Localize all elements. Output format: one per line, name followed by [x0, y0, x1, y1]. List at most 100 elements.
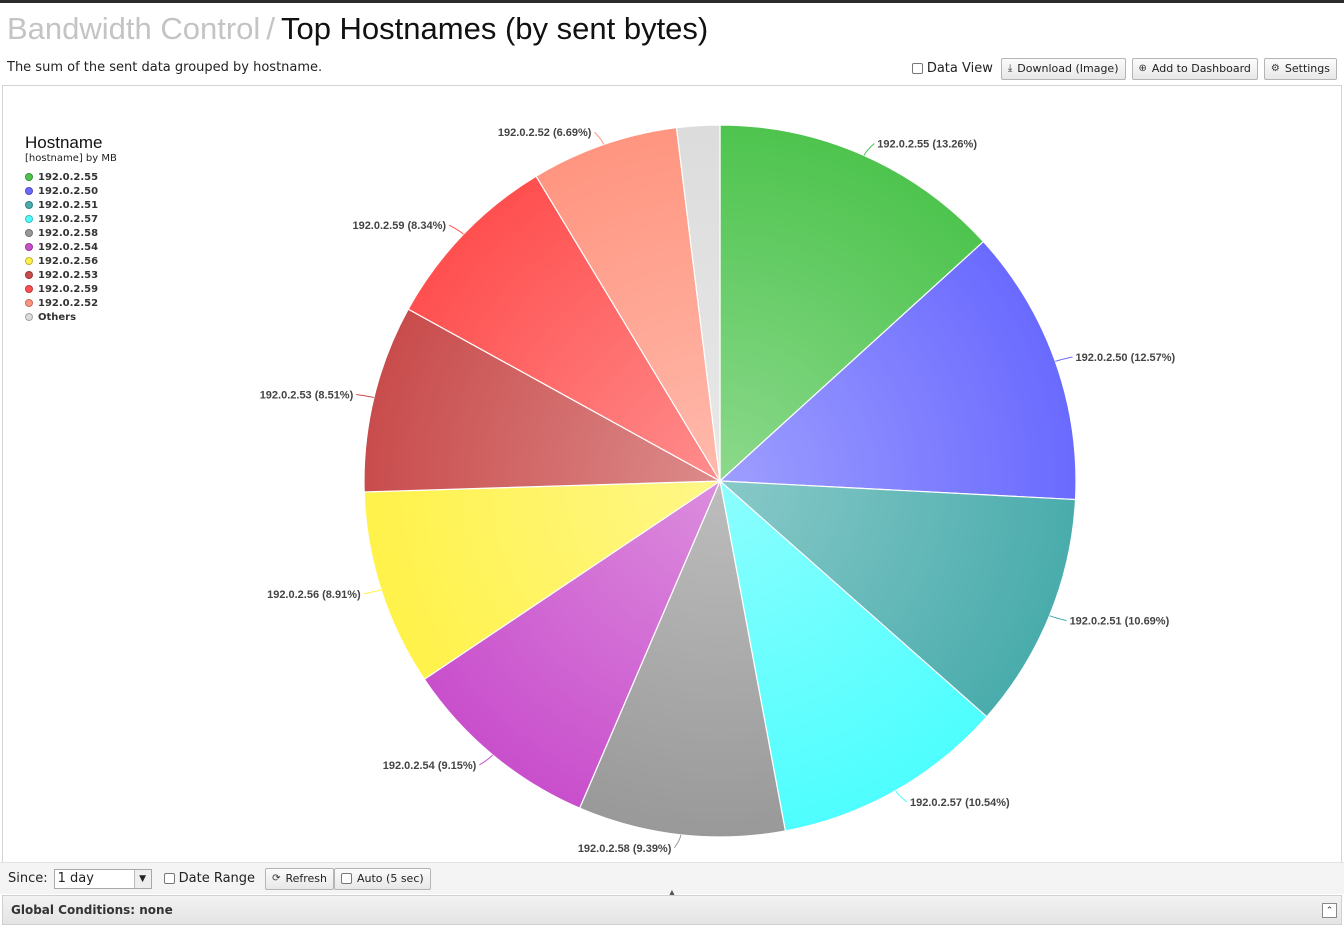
pie-slice[interactable]	[578, 478, 787, 838]
auto-refresh-button[interactable]: Auto (5 sec)	[334, 867, 431, 890]
page-title: Bandwidth Control / Top Hostnames (by sent…	[7, 9, 708, 49]
legend-swatch	[25, 299, 33, 307]
chevron-down-icon: ▼	[133, 869, 151, 888]
legend-swatch	[25, 229, 33, 237]
date-range-toggle[interactable]: Date Range	[163, 871, 256, 886]
pie-label-connector	[448, 224, 464, 235]
legend-item[interactable]: 192.0.2.52	[25, 296, 117, 310]
chart-legend: Hostname [hostname] by MB 192.0.2.55 192.…	[25, 133, 117, 324]
plus-circle-icon: ⊕	[1138, 63, 1147, 74]
refresh-icon: ⟳	[272, 873, 281, 884]
refresh-button[interactable]: ⟳ Refresh	[265, 867, 334, 890]
add-to-dashboard-button[interactable]: ⊕ Add to Dashboard	[1131, 57, 1258, 80]
page-description: The sum of the sent data grouped by host…	[7, 60, 323, 75]
pie-slice[interactable]	[363, 480, 723, 681]
legend-title: Hostname	[25, 133, 103, 152]
pie-chart: 192.0.2.55 (13.26%) 192.0.2.50 (12.57%) 19…	[260, 124, 1176, 855]
legend-item[interactable]: Others	[25, 310, 117, 324]
legend-item[interactable]: 192.0.2.50	[25, 184, 117, 198]
legend-label: 192.0.2.57	[38, 213, 99, 225]
pie-label-connector	[356, 394, 375, 399]
download-image-button[interactable]: ⤓ Download (Image)	[1000, 57, 1126, 80]
pie-slice[interactable]	[675, 124, 721, 482]
breadcrumb[interactable]: Bandwidth Control	[7, 11, 261, 46]
pie-label-connector	[895, 790, 908, 803]
legend-swatch	[25, 313, 33, 321]
pie-label-connector	[1055, 356, 1073, 362]
chart-toolbar: Data View ⤓ Download (Image) ⊕ Add to Da…	[911, 57, 1337, 80]
gear-icon: ⚙	[1270, 63, 1280, 74]
pie-slice-label: 192.0.2.51 (10.69%)	[1070, 616, 1170, 628]
legend-item[interactable]: 192.0.2.58	[25, 226, 117, 240]
legend-label: 192.0.2.56	[38, 255, 99, 267]
pie-slice-label: 192.0.2.53 (8.51%)	[260, 390, 354, 402]
since-select[interactable]: 1 day ▼	[53, 868, 152, 889]
pie-slice[interactable]	[363, 308, 723, 493]
pie-label-connector	[863, 143, 875, 156]
pie-slice-label: 192.0.2.55 (13.26%)	[877, 139, 977, 151]
data-view-checkbox[interactable]	[911, 63, 923, 74]
pie-label-connector	[673, 834, 682, 849]
page-heading: Top Hostnames (by sent bytes)	[280, 11, 709, 46]
legend-item[interactable]: 192.0.2.56	[25, 254, 117, 268]
pie-slice-label: 192.0.2.59 (8.34%)	[352, 220, 446, 232]
breadcrumb-separator: /	[266, 11, 275, 46]
auto-refresh-label: Auto (5 sec)	[357, 872, 424, 885]
data-view-toggle[interactable]: Data View	[911, 61, 993, 76]
legend-label: 192.0.2.51	[38, 199, 99, 211]
pie-slice[interactable]	[719, 124, 985, 483]
legend-swatch	[25, 271, 33, 279]
global-conditions-bar[interactable]: Global Conditions: none ⌃	[2, 895, 1342, 925]
pie-slice-label: 192.0.2.52 (6.69%)	[498, 127, 592, 139]
date-range-label: Date Range	[178, 871, 256, 886]
legend-label: 192.0.2.53	[38, 269, 99, 281]
legend-items: 192.0.2.55 192.0.2.50 192.0.2.51 192.0.2.57…	[25, 170, 117, 324]
pie-slice[interactable]	[719, 479, 988, 832]
since-value: 1 day	[57, 871, 94, 886]
add-dashboard-label: Add to Dashboard	[1151, 62, 1251, 75]
legend-item[interactable]: 192.0.2.51	[25, 198, 117, 212]
legend-item[interactable]: 192.0.2.53	[25, 268, 117, 282]
legend-item[interactable]: 192.0.2.57	[25, 212, 117, 226]
pie-label-connector	[594, 131, 605, 145]
date-range-checkbox[interactable]	[163, 873, 175, 884]
settings-label: Settings	[1284, 62, 1330, 75]
legend-subtitle: [hostname] by MB	[25, 153, 117, 164]
legend-label: 192.0.2.54	[38, 241, 99, 253]
legend-swatch	[25, 173, 33, 181]
legend-label: 192.0.2.50	[38, 185, 99, 197]
legend-label: Others	[38, 311, 77, 323]
pie-label-connector	[479, 754, 494, 766]
data-view-label: Data View	[926, 61, 993, 76]
pie-slice-label: 192.0.2.56 (8.91%)	[267, 589, 361, 601]
legend-swatch	[25, 257, 33, 265]
pie-slice-label: 192.0.2.57 (10.54%)	[910, 797, 1010, 809]
legend-swatch	[25, 201, 33, 209]
legend-item[interactable]: 192.0.2.54	[25, 240, 117, 254]
download-icon: ⤓	[1007, 63, 1013, 74]
legend-item[interactable]: 192.0.2.55	[25, 170, 117, 184]
chart-panel: Hostname [hostname] by MB 192.0.2.55 192.…	[2, 85, 1342, 862]
legend-label: 192.0.2.52	[38, 297, 99, 309]
pie-slice-label: 192.0.2.50 (12.57%)	[1076, 352, 1176, 364]
auto-refresh-checkbox[interactable]	[341, 873, 352, 884]
legend-label: 192.0.2.58	[38, 227, 99, 239]
pie-label-connector	[1049, 615, 1067, 622]
settings-button[interactable]: ⚙ Settings	[1263, 57, 1337, 80]
since-label: Since:	[8, 871, 48, 886]
time-controls: Since: 1 day ▼ Date Range ⟳ Refresh Auto…	[0, 862, 1344, 894]
collapse-icon[interactable]: ⌃	[1322, 903, 1337, 918]
refresh-label: Refresh	[285, 872, 327, 885]
global-conditions-label: Global Conditions: none	[11, 903, 173, 917]
pie-label-connector	[363, 589, 382, 595]
legend-label: 192.0.2.55	[38, 171, 99, 183]
legend-swatch	[25, 243, 33, 251]
resize-grip-icon[interactable]: ▲	[668, 888, 676, 897]
legend-swatch	[25, 285, 33, 293]
pie-slice[interactable]	[407, 175, 722, 483]
legend-swatch	[25, 215, 33, 223]
download-label: Download (Image)	[1017, 62, 1119, 75]
legend-swatch	[25, 187, 33, 195]
pie-slice[interactable]	[535, 126, 721, 482]
legend-item[interactable]: 192.0.2.59	[25, 282, 117, 296]
